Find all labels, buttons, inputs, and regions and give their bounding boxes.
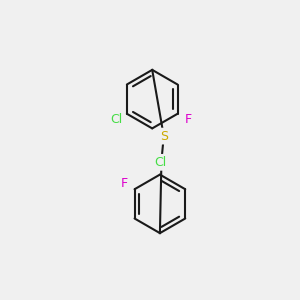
Text: Cl: Cl [110,113,122,126]
Text: Cl: Cl [154,156,166,169]
Text: F: F [120,177,128,190]
Text: F: F [184,113,192,126]
Text: S: S [160,130,168,142]
